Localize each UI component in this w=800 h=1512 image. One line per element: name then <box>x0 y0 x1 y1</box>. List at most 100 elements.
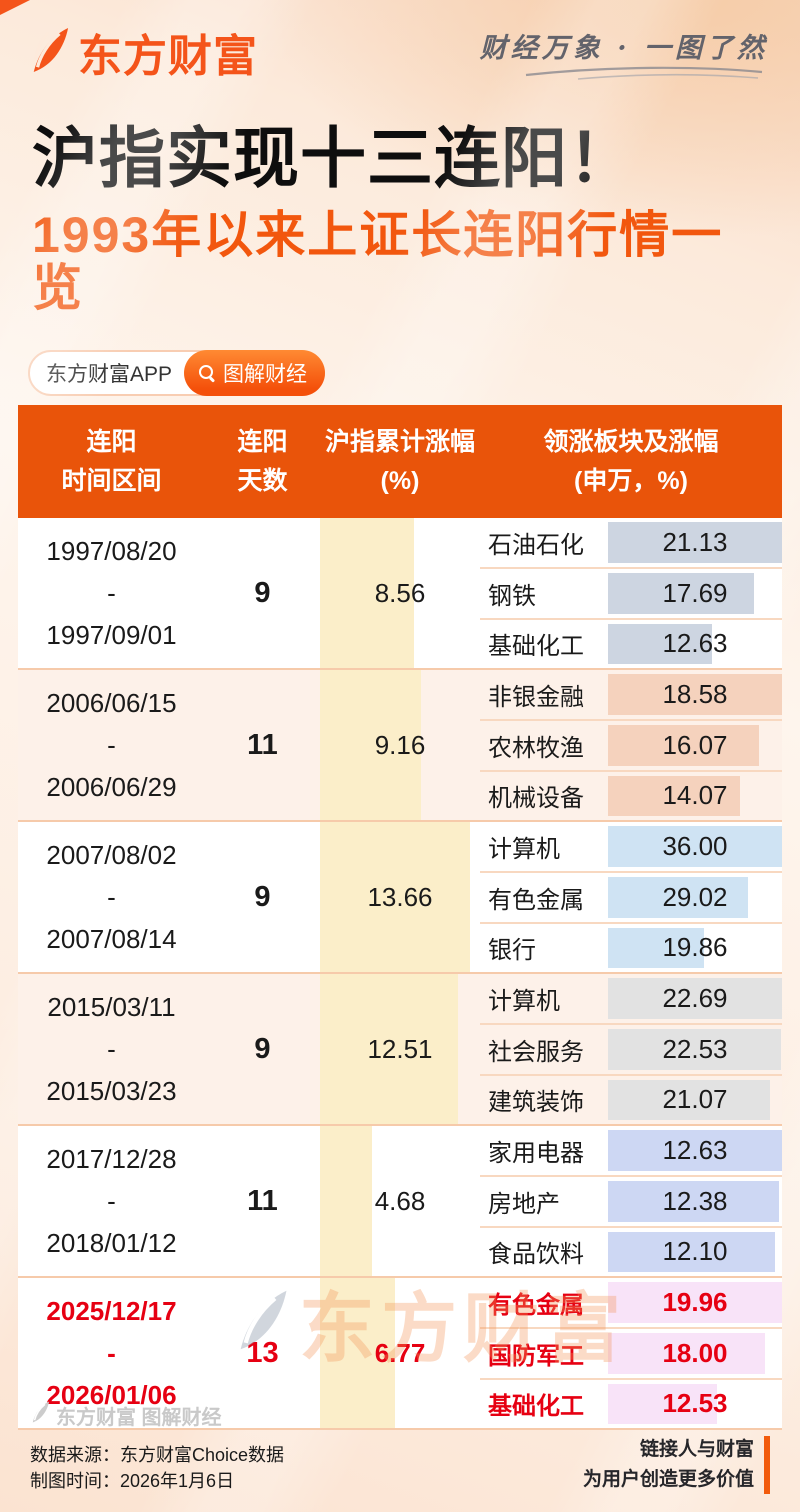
sector-name: 非银金融 <box>488 684 584 712</box>
sector-value: 12.63 <box>662 628 728 659</box>
sector-value: 36.00 <box>662 831 728 862</box>
sector-name: 食品饮料 <box>488 1241 584 1269</box>
table-header: 连阳 时间区间 连阳 天数 沪指累计涨幅 (%) 领涨板块及涨幅 (申万，%) <box>18 405 782 519</box>
sector-bar <box>608 775 740 817</box>
column-pill-button[interactable]: 图解财经 <box>184 350 326 397</box>
gain-value: 9.16 <box>374 729 426 760</box>
gain-value: 6.77 <box>374 1337 426 1368</box>
sector-row: 银行 19.86 <box>480 921 782 973</box>
footer-right: 链接人与财富 为用户创造更多价值 <box>583 1435 770 1494</box>
sector-row: 农林牧渔 16.07 <box>480 718 782 770</box>
sector-row: 房地产 12.38 <box>480 1174 782 1226</box>
period-end: 2006/06/29 <box>46 771 177 802</box>
sector-bar <box>608 1383 718 1425</box>
gain-bar <box>320 1278 395 1429</box>
brand-row: 东方财富 财经万象 · 一图了然 <box>0 0 800 88</box>
gain-cell: 9.16 <box>320 670 480 821</box>
period-dash: - <box>107 881 116 912</box>
sector-bar <box>608 572 754 614</box>
sector-row: 钢铁 17.69 <box>480 566 782 618</box>
sector-name: 房地产 <box>488 1190 560 1218</box>
period-start: 2007/08/02 <box>46 839 177 870</box>
slogan-block: 链接人与财富 为用户创造更多价值 <box>583 1435 754 1494</box>
sector-bar <box>608 623 713 665</box>
sector-row: 社会服务 22.53 <box>480 1022 782 1074</box>
period-dash: - <box>107 1337 116 1368</box>
sector-value: 21.13 <box>662 527 728 558</box>
slogan-line-1: 链接人与财富 <box>639 1439 754 1461</box>
header-days: 连阳 天数 <box>237 428 288 495</box>
sectors-cell: 计算机 36.00 有色金属 29.02 银行 19.86 <box>480 822 782 972</box>
period-cell: 1997/08/20 - 1997/09/01 <box>18 518 205 668</box>
period-start: 2025/12/17 <box>46 1295 177 1326</box>
table-row: 2006/06/15 - 2006/06/29 11 9.16 非银金融 18.… <box>18 670 782 823</box>
sector-value: 21.07 <box>662 1084 728 1115</box>
period-dash: - <box>107 1033 116 1064</box>
sector-value-cell: 17.69 <box>608 569 782 618</box>
sector-value-cell: 14.07 <box>608 772 782 821</box>
sector-row: 机械设备 14.07 <box>480 769 782 821</box>
page-subtitle: 1993年以来上证长连阳行情一览 <box>32 207 724 316</box>
sector-row: 计算机 36.00 <box>480 822 782 871</box>
slogan-line-2: 为用户创造更多价值 <box>582 1468 754 1490</box>
sectors-cell: 有色金属 19.96 国防军工 18.00 基础化工 12.53 <box>480 1278 782 1428</box>
sector-value-cell: 21.07 <box>608 1076 782 1125</box>
sector-value-cell: 29.02 <box>608 873 782 922</box>
sector-row: 有色金属 19.96 <box>480 1278 782 1327</box>
sector-bar <box>608 724 759 766</box>
table-body: 1997/08/20 - 1997/09/01 9 8.56 石油石化 21.1… <box>18 518 782 1431</box>
data-table: 连阳 时间区间 连阳 天数 沪指累计涨幅 (%) 领涨板块及涨幅 (申万，%) … <box>18 405 782 1431</box>
gain-value: 13.66 <box>367 881 433 912</box>
sector-name: 基础化工 <box>488 633 584 661</box>
sector-value-cell: 19.86 <box>608 924 782 973</box>
days-cell: 9 <box>254 1032 271 1065</box>
sector-name: 石油石化 <box>488 532 584 560</box>
sector-value: 12.10 <box>662 1236 728 1267</box>
period-end: 2026/01/06 <box>46 1379 177 1410</box>
period-end: 2018/01/12 <box>46 1227 177 1258</box>
footer-left: 东方财富 图解财经 数据来源：东方财富Choice数据 制图时间：2026年1月… <box>30 1401 284 1494</box>
sector-value-cell: 12.63 <box>608 1126 782 1175</box>
period-start: 2015/03/11 <box>47 991 176 1022</box>
tagline-text: 财经万象 · 一图了然 <box>479 33 768 64</box>
sector-value-cell: 18.00 <box>608 1329 782 1378</box>
period-start: 2006/06/15 <box>46 687 177 718</box>
sector-name: 机械设备 <box>488 785 584 813</box>
app-pill[interactable]: 东方财富APP 图解财经 <box>28 350 326 397</box>
sector-bar <box>608 876 749 918</box>
sectors-cell: 家用电器 12.63 房地产 12.38 食品饮料 12.10 <box>480 1126 782 1276</box>
sector-value-cell: 21.13 <box>608 518 782 567</box>
sector-name: 家用电器 <box>488 1140 584 1168</box>
period-cell: 2006/06/15 - 2006/06/29 <box>18 670 205 820</box>
app-pill-label: 东方财富APP <box>46 363 173 387</box>
sector-value-cell: 22.69 <box>608 974 782 1023</box>
brand-logo: 东方财富 <box>28 20 258 84</box>
sector-name: 计算机 <box>488 988 560 1016</box>
sectors-cell: 石油石化 21.13 钢铁 17.69 基础化工 12.63 <box>480 518 782 668</box>
period-dash: - <box>107 1185 116 1216</box>
days-cell: 11 <box>247 728 278 761</box>
sector-value-cell: 19.96 <box>608 1278 782 1327</box>
sector-row: 计算机 22.69 <box>480 974 782 1023</box>
sector-bar <box>608 674 782 715</box>
sector-value-cell: 12.38 <box>608 1177 782 1226</box>
sector-value: 12.53 <box>662 1388 728 1419</box>
sector-name: 建筑装饰 <box>488 1089 584 1117</box>
sectors-cell: 计算机 22.69 社会服务 22.53 建筑装饰 21.07 <box>480 974 782 1124</box>
sector-value: 22.53 <box>662 1033 728 1064</box>
gain-bar <box>320 670 421 821</box>
period-cell: 2007/08/02 - 2007/08/14 <box>18 822 205 972</box>
period-dash: - <box>107 729 116 760</box>
sector-value-cell: 36.00 <box>608 822 782 871</box>
sector-name: 社会服务 <box>488 1038 584 1066</box>
header-gain: 沪指累计涨幅 (%) <box>324 428 475 495</box>
sector-value-cell: 22.53 <box>608 1025 782 1074</box>
chart-date: 制图时间：2026年1月6日 <box>30 1470 235 1491</box>
gain-cell: 12.51 <box>320 974 480 1125</box>
slogan-accent-bar <box>764 1435 770 1494</box>
sector-value: 19.86 <box>662 932 728 963</box>
gain-value: 12.51 <box>367 1033 433 1064</box>
sector-name: 基础化工 <box>488 1393 584 1421</box>
period-end: 2015/03/23 <box>46 1075 177 1106</box>
sector-value: 12.63 <box>662 1135 728 1166</box>
